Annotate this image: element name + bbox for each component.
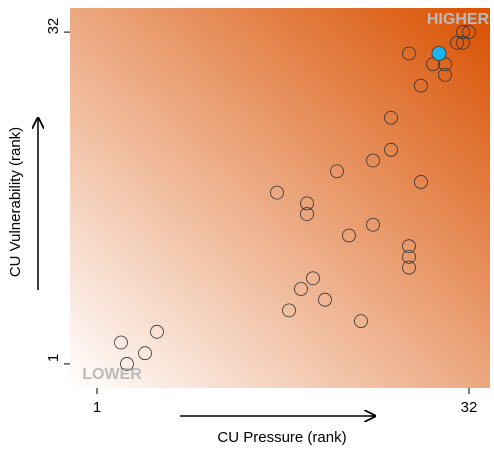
- point: [300, 196, 314, 211]
- point: [354, 314, 368, 328]
- y-tick-label: 32: [45, 18, 62, 35]
- point: [402, 260, 416, 275]
- point: [384, 110, 398, 125]
- point: [330, 164, 344, 179]
- x-tick-label: 32: [461, 399, 478, 416]
- y-tick-label: 1: [45, 354, 62, 362]
- point: [150, 324, 164, 339]
- point: [138, 346, 152, 361]
- annotation: LOWER: [82, 366, 142, 383]
- point: [384, 142, 398, 157]
- point: [402, 46, 416, 61]
- x-axis-label: CU Pressure (rank): [217, 429, 346, 446]
- point: [438, 68, 452, 82]
- point: [431, 46, 447, 61]
- x-tick-label: 1: [93, 399, 101, 416]
- point: [450, 35, 464, 50]
- point: [282, 303, 296, 318]
- y-axis-label: CU Vulnerability (rank): [7, 127, 24, 277]
- point: [414, 78, 428, 93]
- point: [456, 25, 470, 39]
- point: [300, 207, 314, 221]
- point: [270, 185, 284, 200]
- point: [402, 249, 416, 264]
- point: [342, 228, 356, 243]
- annotation: HIGHER: [427, 11, 490, 28]
- point: [294, 282, 308, 296]
- point: [120, 357, 134, 371]
- point: [456, 35, 470, 50]
- point: [306, 271, 320, 286]
- point: [462, 25, 476, 39]
- point: [366, 217, 380, 232]
- point: [366, 153, 380, 168]
- point: [414, 175, 428, 189]
- point: [318, 292, 332, 307]
- point: [402, 239, 416, 254]
- point: [114, 335, 128, 350]
